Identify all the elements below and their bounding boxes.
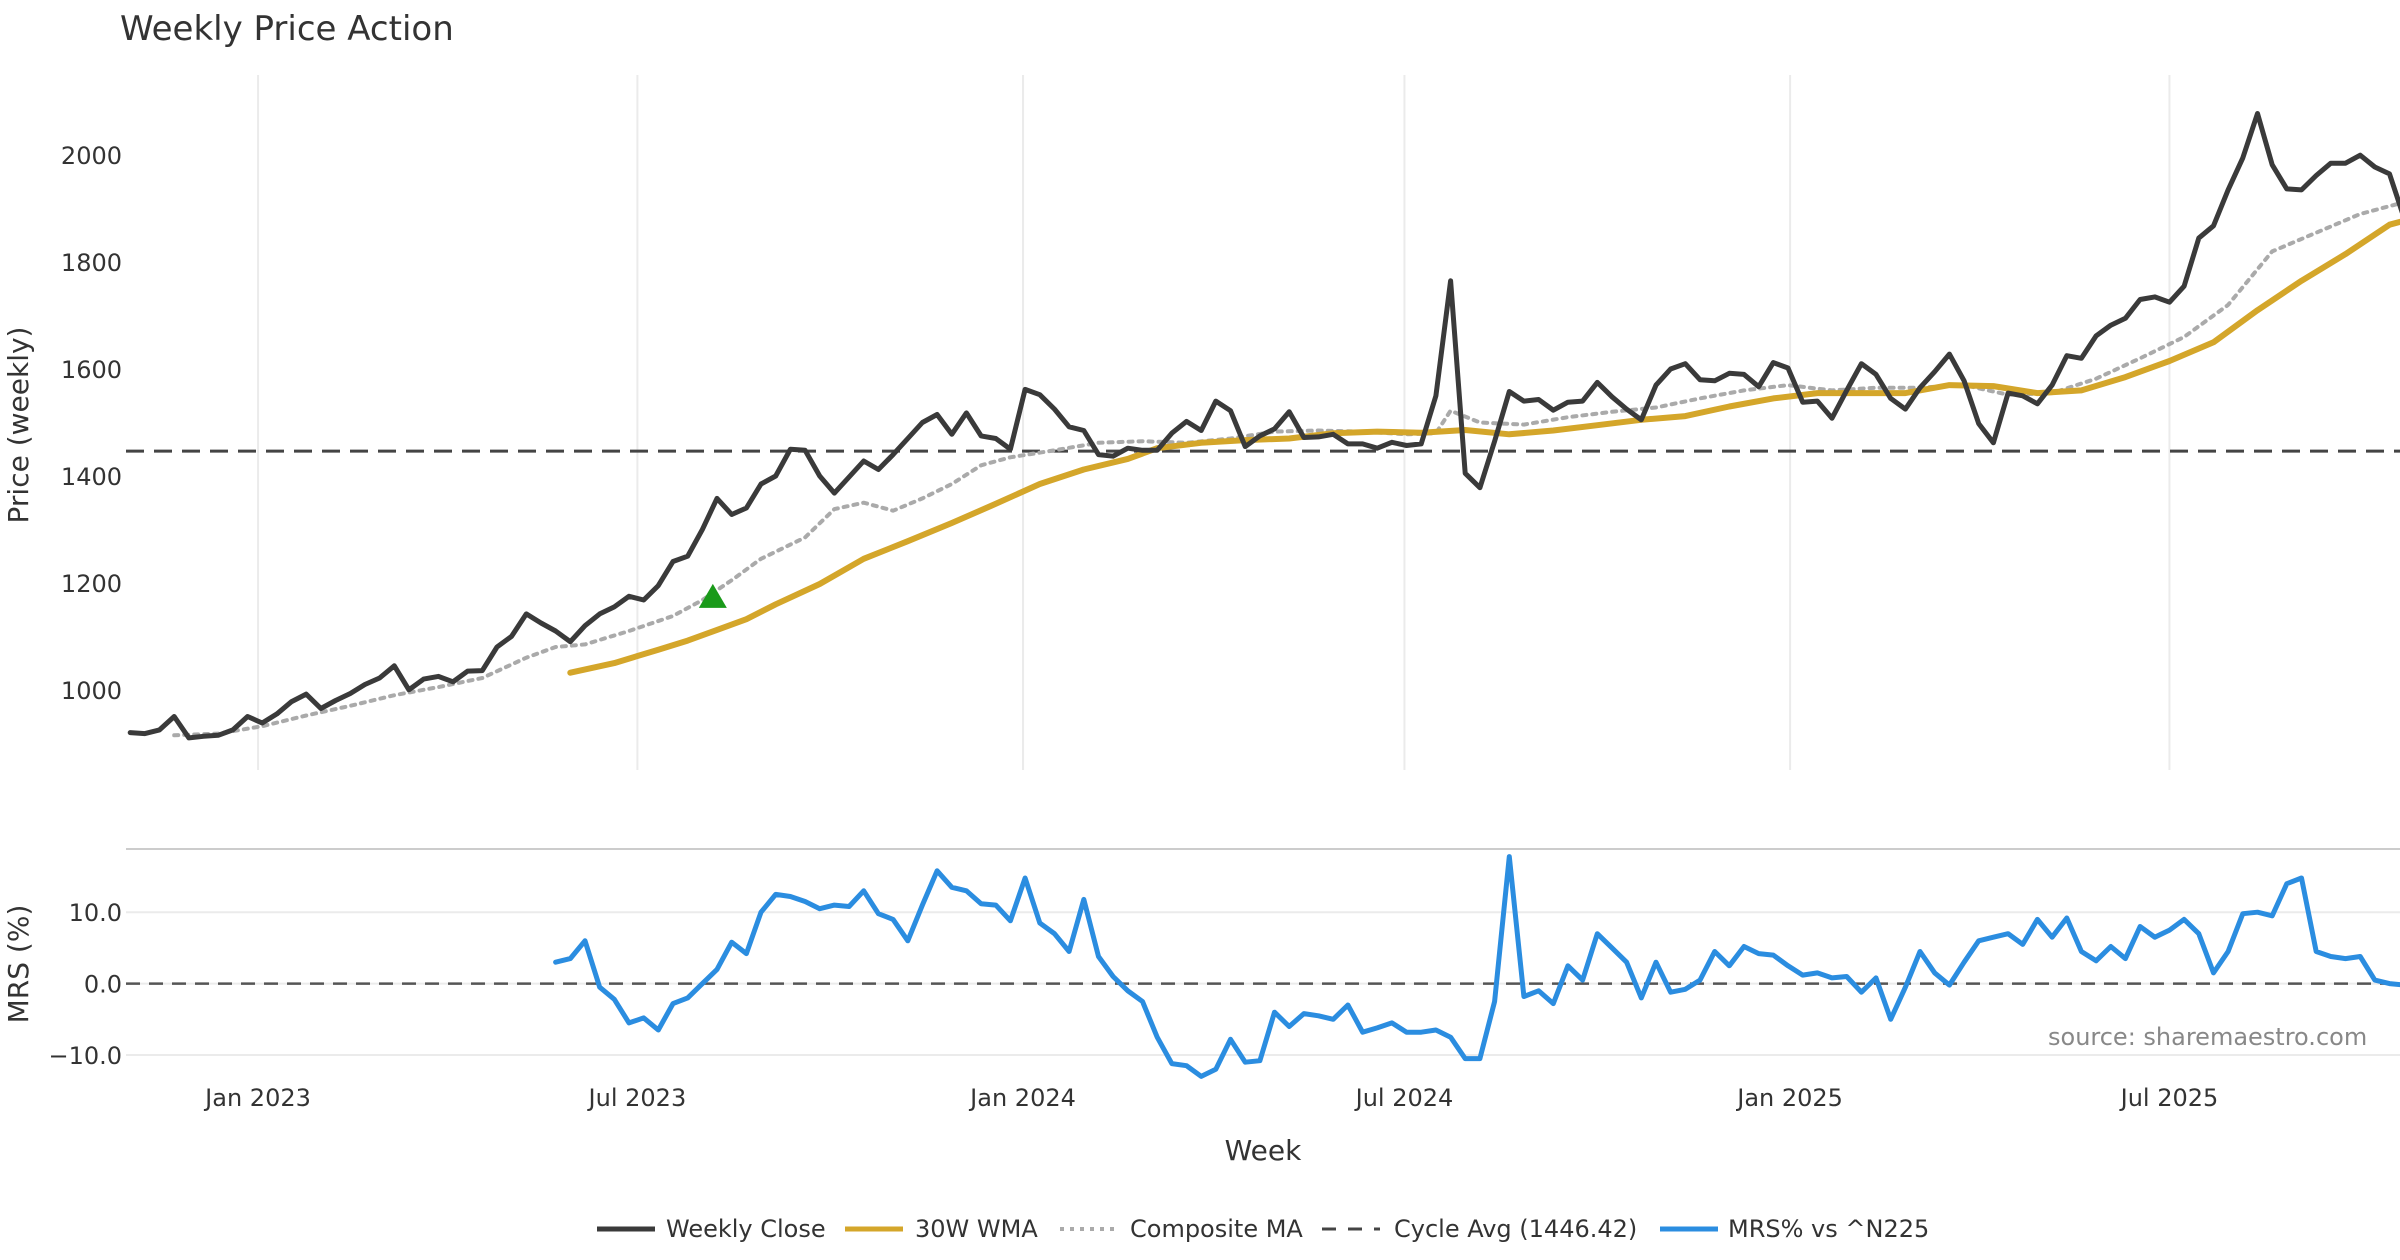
price-y-tick-label: 1800 (61, 249, 122, 277)
mrs-panel: 10.0 0.0 −10.0 MRS (%) source: sharemaestr… (2, 854, 2400, 1079)
mrs-series (553, 854, 2400, 1079)
x-tick-label: Jul 2025 (2119, 1084, 2219, 1112)
series-weekly-close (127, 111, 2400, 741)
x-axis-label: Week (1225, 1134, 1302, 1167)
mrs-y-tick-label: −10.0 (48, 1042, 122, 1070)
legend-label-cycle-avg: Cycle Avg (1446.42) (1394, 1215, 1637, 1243)
series-30w-wma (567, 218, 2400, 676)
series-composite-ma (172, 201, 2400, 738)
price-gridlines (257, 75, 2171, 770)
chart-title: Weekly Price Action (120, 9, 454, 49)
price-series (127, 111, 2400, 741)
price-panel: 1000 1200 1400 1600 1800 2000 Price (weekly) (2, 75, 2400, 770)
legend-label-composite-ma: Composite MA (1130, 1215, 1303, 1243)
buy-signal-marker (698, 583, 727, 608)
legend-label-weekly-close: Weekly Close (666, 1215, 826, 1243)
legend-label-mrs: MRS% vs ^N225 (1728, 1215, 1929, 1243)
x-tick-label: Jan 2025 (1735, 1084, 1843, 1112)
x-tick-label: Jan 2023 (203, 1084, 311, 1112)
mrs-y-axis-label: MRS (%) (2, 905, 35, 1024)
price-y-tick-label: 1400 (61, 463, 122, 491)
legend: Weekly Close 30W WMA Composite MA Cycle … (597, 1215, 1929, 1243)
mrs-y-tick-label: 10.0 (69, 899, 122, 927)
x-axis-ticks: Jan 2023 Jul 2023 Jan 2024 Jul 2024 Jan 2025… (203, 1084, 2218, 1112)
legend-label-30w-wma: 30W WMA (915, 1215, 1038, 1243)
x-tick-label: Jul 2023 (587, 1084, 687, 1112)
price-y-tick-label: 1000 (61, 677, 122, 705)
price-y-axis-label: Price (weekly) (2, 327, 35, 524)
mrs-y-ticks: 10.0 0.0 −10.0 (48, 899, 122, 1070)
price-y-tick-label: 2000 (61, 142, 122, 170)
price-y-ticks: 1000 1200 1400 1600 1800 2000 (61, 142, 122, 705)
price-y-tick-label: 1600 (61, 356, 122, 384)
series-mrs (553, 854, 2400, 1079)
price-y-tick-label: 1200 (61, 570, 122, 598)
mrs-y-tick-label: 0.0 (84, 971, 122, 999)
x-tick-label: Jan 2024 (968, 1084, 1076, 1112)
x-tick-label: Jul 2024 (1354, 1084, 1454, 1112)
source-note: source: sharemaestro.com (2048, 1023, 2367, 1051)
